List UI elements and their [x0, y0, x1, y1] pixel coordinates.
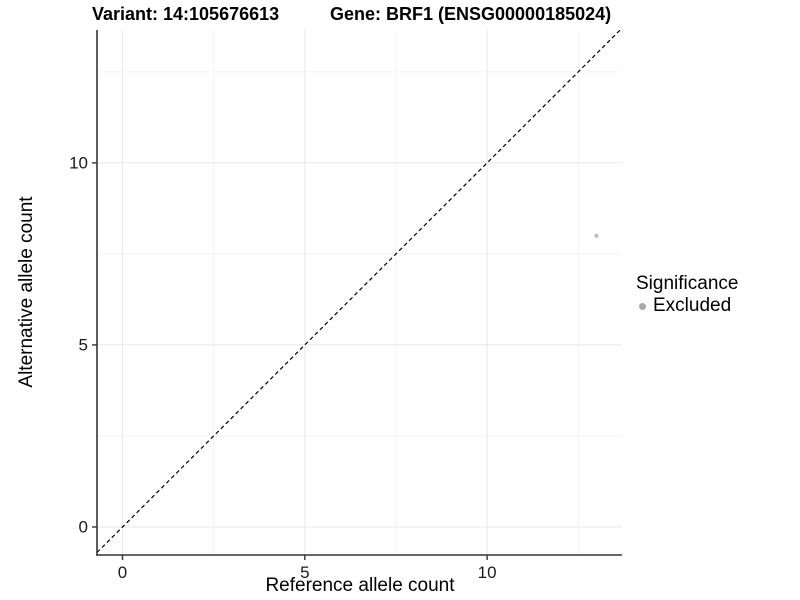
y-axis-title: Alternative allele count: [16, 196, 37, 388]
variant-title: Variant: 14:105676613: [92, 4, 280, 24]
data-point: [594, 233, 599, 238]
x-axis-title: Reference allele count: [265, 575, 455, 596]
legend-key-dot-icon: [639, 302, 646, 310]
identity-line: [96, 29, 621, 553]
x-tick-label: 0: [117, 563, 128, 582]
legend: Significance Excluded: [636, 274, 738, 316]
y-tick-label: 0: [78, 517, 88, 537]
y-tick-label: 10: [69, 153, 88, 173]
legend-item-label: Excluded: [653, 295, 732, 316]
legend-title: Significance: [636, 273, 739, 294]
x-tick-label: 5: [300, 563, 310, 582]
x-tick-label: 10: [477, 563, 497, 582]
legend-item-excluded: Excluded: [636, 296, 738, 316]
gene-title: Gene: BRF1 (ENSG00000185024): [330, 4, 612, 24]
y-tick-label: 5: [78, 335, 88, 355]
